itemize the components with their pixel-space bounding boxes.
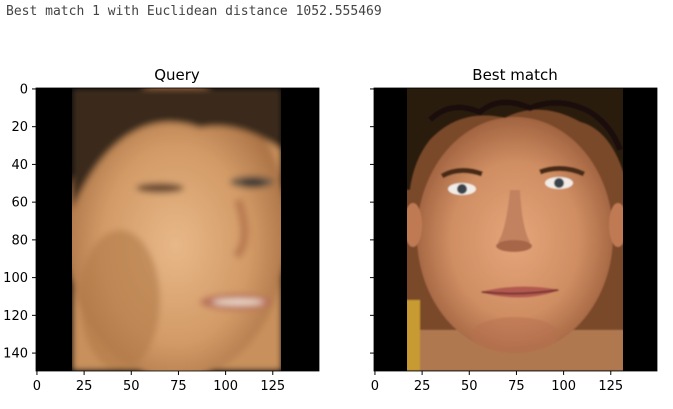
left-x-tick-label: 125 (260, 379, 285, 394)
left-y-tick-label: 100 (3, 271, 28, 286)
left-y-tick-label: 20 (11, 120, 28, 135)
left-y-tick-label: 40 (11, 158, 28, 173)
left-x-tick-label: 25 (76, 379, 93, 394)
right-x-tick-label: 50 (461, 379, 478, 394)
right-axes-title: Best match (472, 66, 557, 84)
left-y-tick-label: 60 (11, 196, 28, 211)
left-x-tick-label: 100 (213, 379, 238, 394)
right-x-axis: 0 25 50 75 100 125 (371, 371, 623, 394)
right-x-tick-label: 125 (598, 379, 623, 394)
left-y-tick-label: 120 (3, 309, 28, 324)
left-x-tick-label: 75 (170, 379, 187, 394)
query-image (36, 88, 319, 371)
left-y-tick-label: 140 (3, 347, 28, 362)
best-match-image (374, 88, 657, 371)
left-x-axis: 0 25 50 75 100 125 (33, 371, 285, 394)
left-y-axis: 0 20 40 60 80 100 120 140 (3, 82, 36, 362)
left-x-tick-label: 50 (123, 379, 140, 394)
left-y-tick-label: 80 (11, 233, 28, 248)
left-y-tick-label: 0 (20, 82, 28, 97)
right-x-tick-label: 25 (414, 379, 431, 394)
right-x-tick-label: 75 (508, 379, 525, 394)
right-x-tick-label: 0 (371, 379, 379, 394)
left-axes-frame (35, 87, 320, 372)
console-output-line: Best match 1 with Euclidean distance 105… (6, 4, 382, 19)
left-x-tick-label: 0 (33, 379, 41, 394)
right-x-tick-label: 100 (551, 379, 576, 394)
right-axes-frame (373, 87, 658, 372)
left-axes-title: Query (154, 66, 200, 84)
right-y-axis (370, 88, 374, 354)
